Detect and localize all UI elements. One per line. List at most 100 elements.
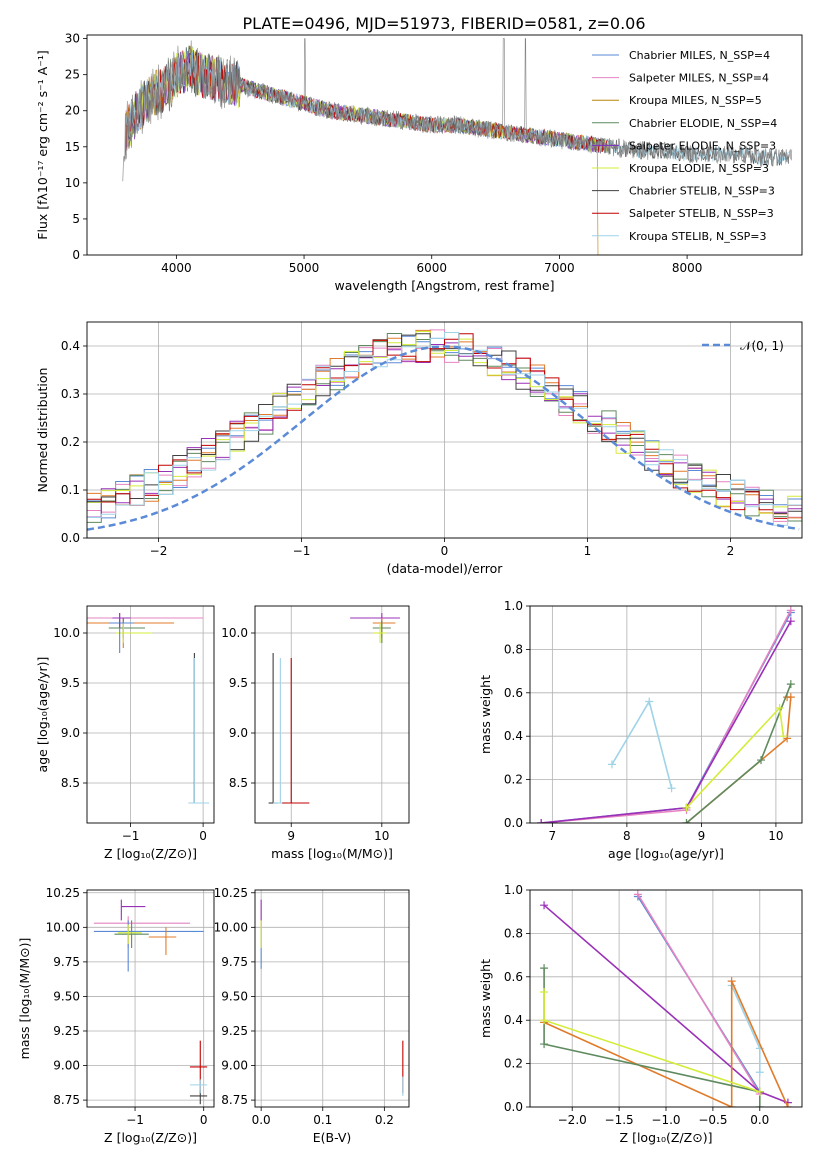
data-point-marker <box>786 606 795 615</box>
x-tick-label: −2.0 <box>558 1113 587 1127</box>
y-tick-label: 9.25 <box>221 1024 248 1038</box>
y-tick-label: 0.4 <box>504 729 523 743</box>
y-tick-label: 8.5 <box>61 776 80 790</box>
data-point-marker <box>783 1103 792 1107</box>
x-tick-label: 8 <box>623 829 631 843</box>
residual-histogram <box>87 332 802 526</box>
x-tick-label: 0.0 <box>252 1113 271 1127</box>
y-tick-label: 8.5 <box>229 776 248 790</box>
x-tick-label: 9 <box>698 829 706 843</box>
x-tick-label: 1 <box>584 544 592 558</box>
axes-frame <box>86 889 215 1108</box>
axes-frame <box>254 605 410 824</box>
data-point-marker <box>540 1016 549 1025</box>
y-tick-label: 9.00 <box>221 1059 248 1073</box>
x-axis-label: E(B-V) <box>313 1130 352 1145</box>
y-tick-label: 9.0 <box>229 726 248 740</box>
data-point-marker <box>667 784 676 793</box>
mass-weight-series-line <box>685 683 792 823</box>
y-tick-label: 9.50 <box>221 989 248 1003</box>
residual-histogram <box>87 331 802 514</box>
data-point-marker <box>607 760 616 769</box>
y-tick-label: 15 <box>65 140 80 154</box>
y-tick-label: 9.75 <box>53 955 80 969</box>
x-tick-label: 0 <box>200 1113 208 1127</box>
x-tick-label: 7000 <box>544 261 575 275</box>
mass-weight-series-line <box>637 893 761 1095</box>
plot-area <box>540 890 792 1107</box>
x-axis-label: age [log₁₀(age/yr)] <box>608 846 724 861</box>
mass-weight-series-line <box>611 699 673 789</box>
y-axis-label: mass weight <box>478 675 493 754</box>
plot-area <box>87 329 802 531</box>
data-point-marker <box>786 680 795 689</box>
x-axis-label: (data-model)/error <box>387 561 504 576</box>
panel-massweight-vs-Z: −2.0 −1.5 −1.0 −0.5 0.0 0.0 0.2 0.4 0.6 0.8 1.0 Z [… <box>478 883 803 1145</box>
y-tick-label: 0.3 <box>61 387 80 401</box>
y-tick-label: 0.4 <box>61 339 80 353</box>
x-tick-label: −1 <box>126 1113 144 1127</box>
y-axis-label: Normed distribution <box>35 368 50 493</box>
data-point-marker <box>755 1087 764 1096</box>
x-tick-label: −0.5 <box>698 1113 727 1127</box>
plot-area <box>87 613 209 804</box>
panel-mass-vs-Z: −1 0 8.75 9.00 9.25 9.50 9.75 10.00 10.25 Z [log₁… <box>17 886 215 1145</box>
axes-frame <box>529 889 803 1108</box>
x-tick-label: 10 <box>768 829 783 843</box>
y-tick-label: 0.6 <box>504 686 523 700</box>
plot-area <box>122 38 793 255</box>
legend-entry: Chabrier STELIB, N_SSP=3 <box>629 185 775 198</box>
y-tick-label: 9.00 <box>53 1059 80 1073</box>
panel-mass-vs-EBV: 0.0 0.1 0.2 8.75 9.00 9.25 9.50 9.75 10.00 10.25 E… <box>214 886 410 1145</box>
plot-area <box>260 899 404 1096</box>
axes-frame <box>86 605 215 824</box>
y-tick-label: 9.5 <box>229 676 248 690</box>
legend-entry: Salpeter ELODIE, N_SSP=3 <box>629 139 776 152</box>
y-tick-label: 10.0 <box>53 626 80 640</box>
y-tick-label: 0.8 <box>504 642 523 656</box>
y-tick-label: 0.0 <box>61 531 80 545</box>
data-point-marker <box>682 803 691 812</box>
y-tick-label: 0.1 <box>61 483 80 497</box>
data-point-marker <box>540 1040 549 1049</box>
plot-area <box>268 613 400 804</box>
y-tick-label: 0.2 <box>504 1057 523 1071</box>
y-tick-label: 1.0 <box>504 599 523 613</box>
data-point-marker <box>755 1103 764 1107</box>
data-point-marker <box>633 890 642 899</box>
data-point-marker <box>682 819 691 823</box>
x-tick-label: 9 <box>287 829 295 843</box>
x-tick-label: −1.5 <box>605 1113 634 1127</box>
plot-area <box>93 899 208 1105</box>
figure-title: PLATE=0496, MJD=51973, FIBERID=0581, z=0… <box>242 14 645 33</box>
y-tick-label: 10.0 <box>221 626 248 640</box>
legend-entry: Chabrier MILES, N_SSP=4 <box>629 49 770 62</box>
mass-weight-series-line <box>730 985 761 1073</box>
x-tick-label: 4000 <box>161 261 192 275</box>
x-tick-label: 0 <box>199 829 207 843</box>
y-tick-label: 9.75 <box>221 955 248 969</box>
x-tick-label: 0.0 <box>750 1113 769 1127</box>
x-tick-label: 0 <box>441 544 449 558</box>
y-axis-label: age [log₁₀(age/yr)] <box>35 657 50 773</box>
y-tick-label: 25 <box>65 68 80 82</box>
data-point-marker <box>540 901 549 910</box>
plot-area <box>537 606 795 823</box>
y-tick-label: 0.2 <box>504 773 523 787</box>
legend-entry: Salpeter STELIB, N_SSP=3 <box>629 207 774 220</box>
x-tick-label: 2 <box>727 544 735 558</box>
x-tick-label: 8000 <box>672 261 703 275</box>
panel-age-vs-Z: −1 0 8.5 9.0 9.5 10.0 Z [log₁₀(Z/Z⊙)] age [log₁… <box>35 605 215 861</box>
y-tick-label: 9.5 <box>61 676 80 690</box>
axes-frame <box>86 34 803 256</box>
data-point-marker <box>727 1103 736 1107</box>
y-tick-label: 0 <box>72 248 80 262</box>
legend-entry: Kroupa STELIB, N_SSP=3 <box>629 230 767 243</box>
x-tick-label: 0.1 <box>313 1113 332 1127</box>
y-tick-label: 10.00 <box>46 920 80 934</box>
x-axis-label: wavelength [Angstrom, rest frame] <box>334 278 554 293</box>
x-tick-label: −1.0 <box>651 1113 680 1127</box>
y-tick-label: 0.0 <box>504 1100 523 1114</box>
axes-frame <box>254 889 410 1108</box>
